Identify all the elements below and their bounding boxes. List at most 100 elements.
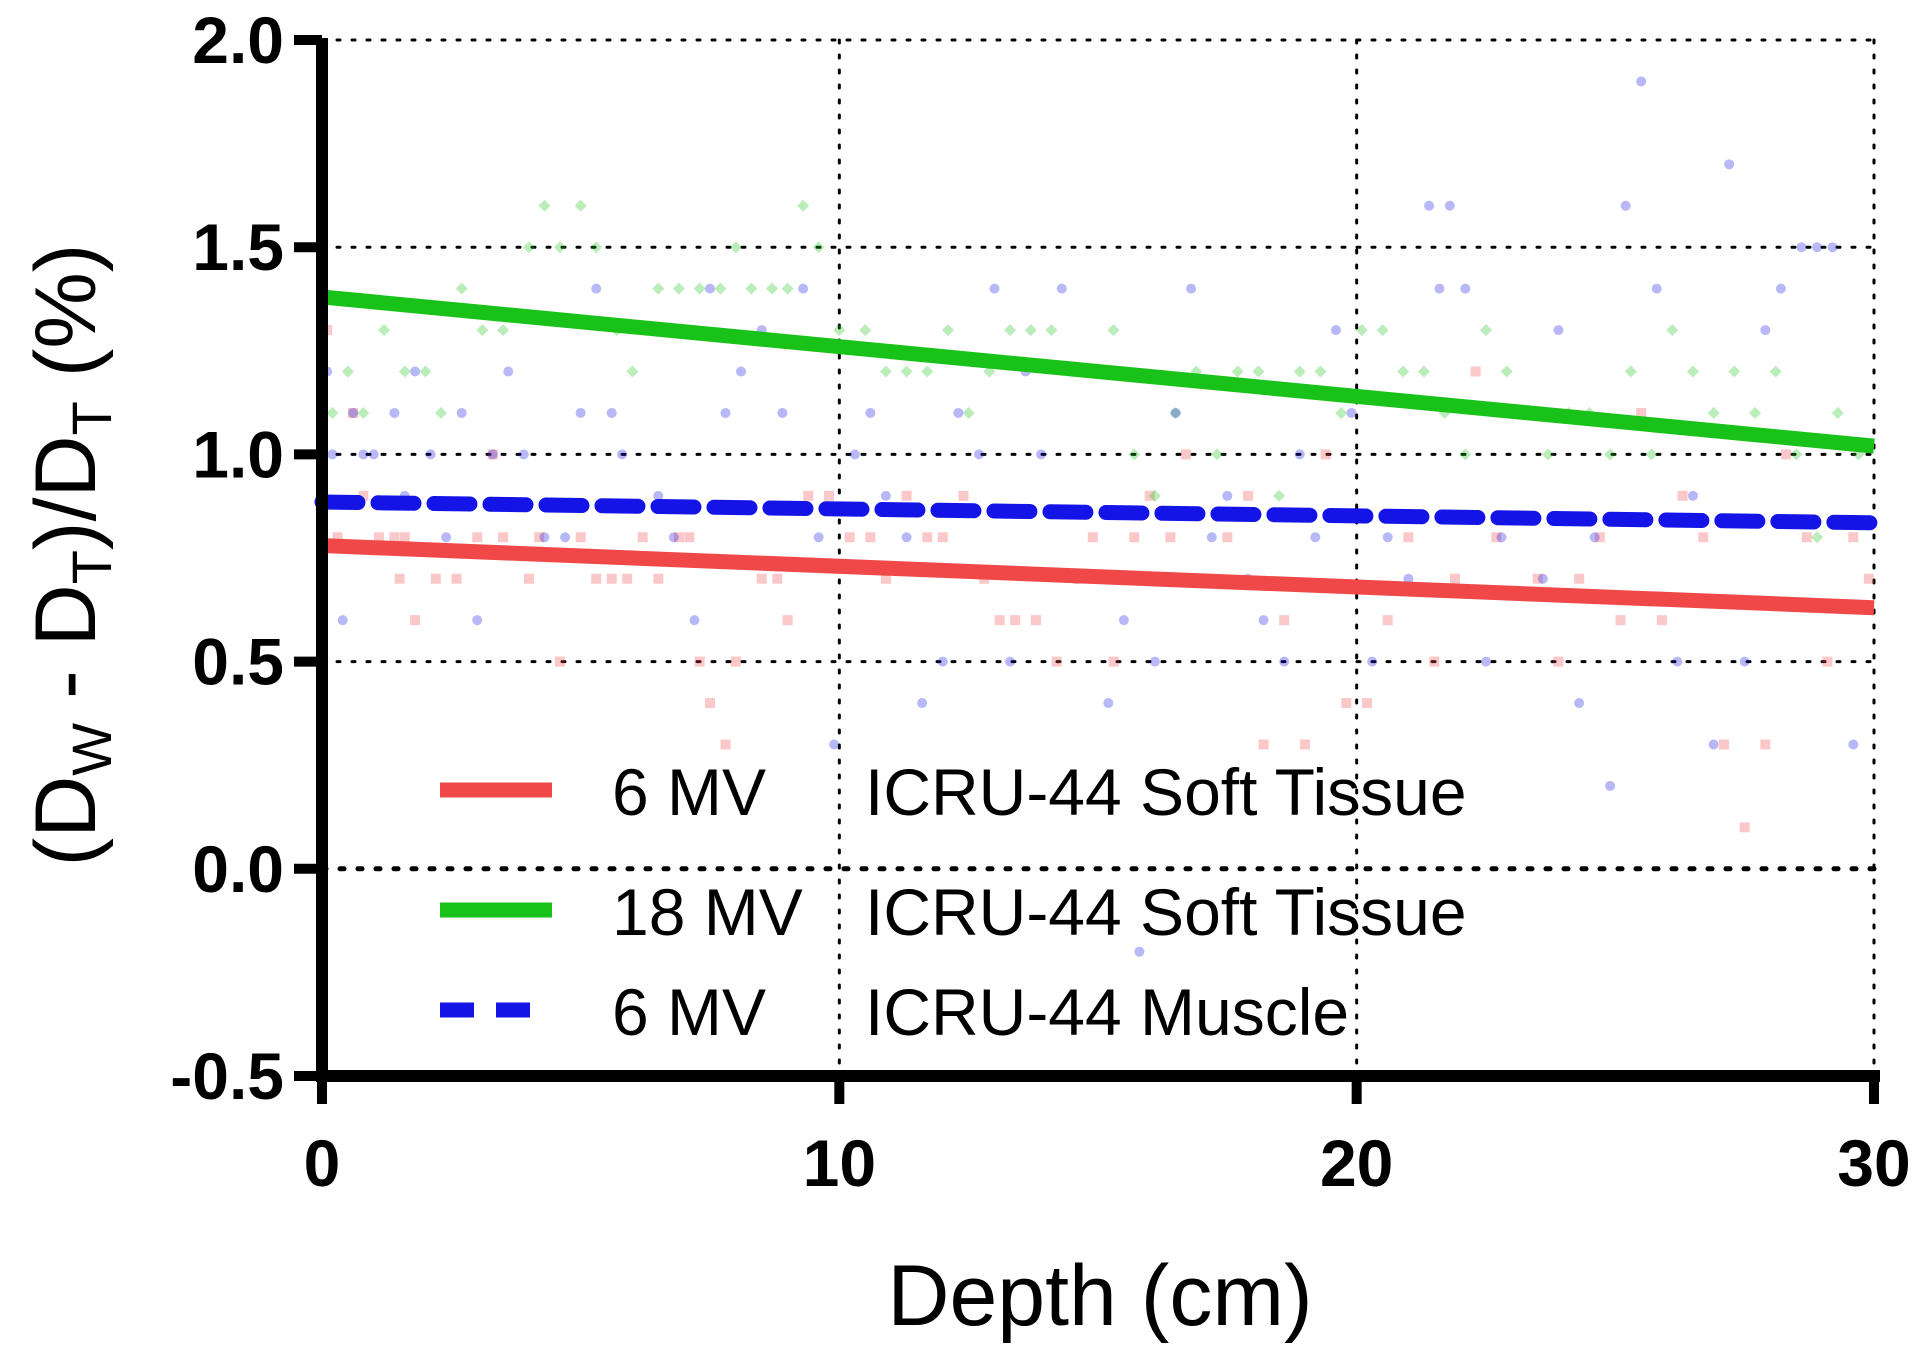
point-s2-52	[1149, 656, 1160, 667]
point-s0-57	[1279, 615, 1290, 626]
point-s2-64	[1367, 656, 1378, 667]
point-s2-87	[1760, 325, 1771, 336]
point-s0-48	[1108, 656, 1119, 667]
point-s0-21	[637, 532, 648, 543]
point-s0-50	[1144, 490, 1155, 501]
point-s0-77	[1698, 532, 1709, 543]
point-s0-75	[1656, 615, 1667, 626]
point-s0-69	[1532, 573, 1543, 584]
point-s0-42	[994, 615, 1005, 626]
point-s0-25	[694, 656, 705, 667]
point-s0-61	[1362, 698, 1373, 709]
point-s2-37	[901, 532, 912, 543]
point-s2-40	[953, 407, 964, 418]
point-s1-26	[812, 241, 825, 254]
point-s0-84	[1848, 532, 1859, 543]
point-s2-18	[575, 407, 586, 418]
point-s0-27	[720, 739, 731, 750]
point-s0-54	[1222, 532, 1233, 543]
y-tick-label-4: 1.5	[192, 210, 284, 284]
point-s2-13	[487, 449, 498, 460]
point-s0-14	[523, 573, 534, 584]
point-s0-63	[1403, 532, 1414, 543]
point-s1-16	[626, 365, 639, 378]
y-axis-title-mid: - D	[18, 584, 114, 723]
point-s0-39	[937, 532, 948, 543]
point-s2-49	[1103, 698, 1114, 709]
point-s2-11	[456, 407, 467, 418]
point-s2-54	[1186, 283, 1197, 294]
point-s1-25	[797, 199, 810, 212]
point-s1-7	[455, 282, 468, 295]
axes	[294, 35, 1880, 1104]
point-s0-18	[591, 573, 602, 584]
point-s1-37	[1045, 324, 1058, 337]
point-s2-85	[1724, 159, 1735, 170]
point-s1-58	[1480, 324, 1492, 337]
point-s0-35	[865, 532, 876, 543]
point-s0-1	[332, 532, 343, 543]
point-s0-24	[684, 532, 695, 543]
point-s2-55	[1206, 532, 1217, 543]
point-s0-11	[472, 532, 483, 543]
legend-energy-0: 6 MV	[612, 755, 766, 829]
point-s2-70	[1460, 283, 1471, 294]
y-axis-title-sub-t1: T	[60, 550, 123, 584]
point-s0-38	[922, 532, 933, 543]
point-s2-12	[472, 615, 483, 626]
point-s2-25	[689, 615, 700, 626]
point-s1-40	[1107, 324, 1120, 337]
point-s0-9	[430, 573, 441, 584]
point-s2-92	[1848, 739, 1859, 750]
point-s2-89	[1796, 242, 1807, 253]
point-s2-84	[1708, 739, 1719, 750]
point-s1-55	[1417, 365, 1430, 378]
point-s2-23	[653, 490, 664, 501]
point-s0-6	[394, 573, 405, 584]
point-s2-20	[606, 407, 617, 418]
point-s2-31	[798, 283, 809, 294]
y-tick-label-3: 1.0	[192, 417, 284, 491]
legend-entry-1: 18 MV ICRU-44 Soft Tissue	[440, 875, 1467, 949]
point-s1-71	[1749, 406, 1762, 419]
point-s0-60	[1341, 698, 1352, 709]
point-s2-38	[917, 698, 928, 709]
grid	[319, 38, 1877, 1078]
point-s2-6	[389, 407, 400, 418]
point-s2-51	[1134, 946, 1145, 957]
point-s2-34	[849, 449, 860, 460]
point-s1-74	[1811, 531, 1824, 544]
point-s0-67	[1491, 532, 1502, 543]
point-s2-14	[503, 366, 514, 377]
point-s1-29	[879, 365, 892, 378]
point-s2-45	[1036, 449, 1047, 460]
point-s1-12	[553, 241, 566, 254]
point-s0-66	[1470, 366, 1481, 377]
point-s2-1	[327, 449, 338, 460]
point-s1-64	[1604, 448, 1617, 461]
fit-line-2	[314, 494, 1882, 531]
point-s1-18	[672, 282, 685, 295]
x-tick-label-3: 30	[1837, 1126, 1910, 1200]
point-s0-15	[534, 532, 545, 543]
fit-lines	[314, 289, 1882, 616]
point-s0-52	[1180, 449, 1191, 460]
point-s2-63	[1346, 407, 1357, 418]
point-s2-2	[337, 615, 348, 626]
point-s2-33	[829, 739, 840, 750]
point-s0-19	[606, 573, 617, 584]
x-tick-label-0: 0	[304, 1126, 341, 1200]
point-s1-69	[1707, 406, 1720, 419]
point-s2-68	[1434, 283, 1445, 294]
point-s0-28	[730, 656, 741, 667]
point-s2-58	[1258, 615, 1269, 626]
point-s1-41	[1128, 448, 1141, 461]
y-axis-title-sub-t2: T	[60, 401, 123, 435]
point-s2-66	[1403, 573, 1414, 584]
point-s0-71	[1574, 573, 1585, 584]
y-axis-title-open: (D	[18, 776, 114, 867]
point-s2-74	[1537, 573, 1548, 584]
point-s1-5	[419, 365, 432, 378]
point-s2-32	[813, 532, 824, 543]
point-s2-5	[368, 449, 379, 460]
